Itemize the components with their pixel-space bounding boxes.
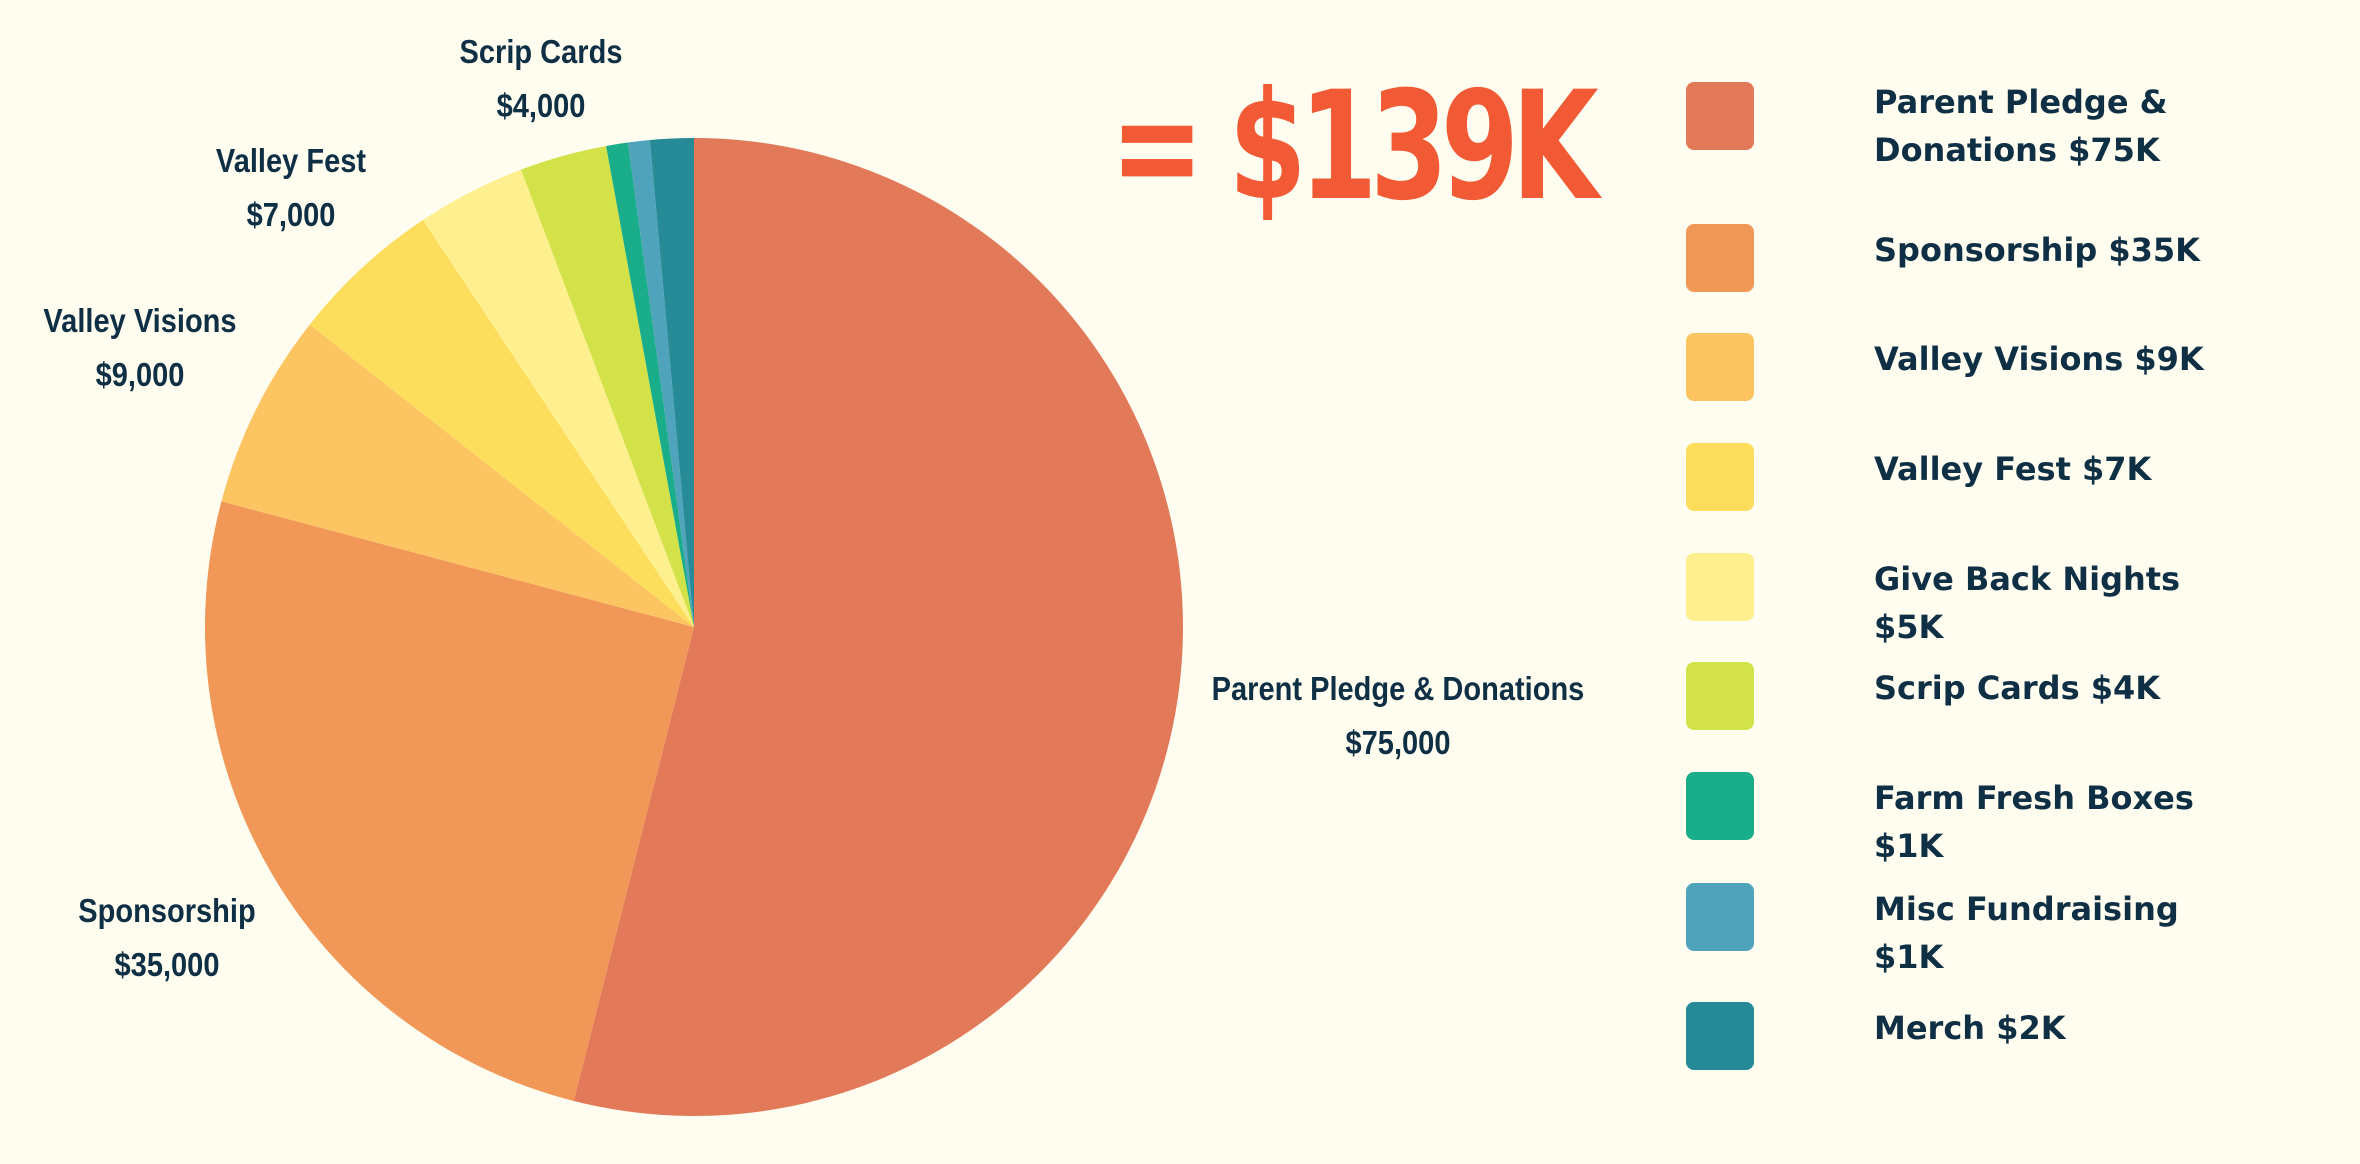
slice-value-sponsorship: $35,000 bbox=[115, 946, 220, 983]
legend-item-parent-pledge-and-donations-75k: Parent Pledge & Donations $75K bbox=[1686, 82, 2346, 174]
legend-swatch bbox=[1686, 443, 1754, 511]
legend-item-misc-fundraising-1k: Misc Fundraising $1K bbox=[1686, 883, 2346, 981]
slice-label-parent-pledge-and-donations: Parent Pledge & Donations bbox=[1212, 670, 1585, 707]
legend-item-give-back-nights-5k: Give Back Nights $5K bbox=[1686, 553, 2346, 651]
slice-label-sponsorship: Sponsorship bbox=[78, 892, 255, 929]
slice-label-valley-visions: Valley Visions bbox=[43, 302, 236, 339]
slice-label-valley-fest: Valley Fest bbox=[216, 142, 366, 179]
total-amount: = $139K bbox=[1110, 60, 1599, 234]
legend-label: Give Back Nights $5K bbox=[1874, 560, 2181, 646]
legend-item-farm-fresh-boxes-1k: Farm Fresh Boxes $1K bbox=[1686, 772, 2346, 870]
pie-slice-merch bbox=[649, 138, 694, 627]
legend-item-sponsorship-35k: Sponsorship $35K bbox=[1686, 224, 2346, 292]
pie-slice-parent-pledge-and-donations bbox=[573, 138, 1184, 1116]
legend-swatch bbox=[1686, 662, 1754, 730]
legend-label: Valley Fest $7K bbox=[1874, 450, 2152, 488]
slice-value-valley-visions: $9,000 bbox=[96, 356, 185, 393]
legend-label: Misc Fundraising $1K bbox=[1874, 890, 2179, 976]
legend-swatch bbox=[1686, 1002, 1754, 1070]
legend-item-scrip-cards-4k: Scrip Cards $4K bbox=[1686, 662, 2346, 730]
pie-chart: Parent Pledge & Donations $75,000 Sponsors… bbox=[43, 33, 1585, 1116]
pie-slice-scrip-cards bbox=[520, 145, 694, 627]
legend: Parent Pledge & Donations $75K Sponsorshi… bbox=[1686, 0, 2346, 1164]
slice-value-scrip-cards: $4,000 bbox=[497, 87, 586, 124]
legend-item-valley-visions-9k: Valley Visions $9K bbox=[1686, 333, 2346, 401]
legend-label: Valley Visions $9K bbox=[1874, 340, 2204, 378]
legend-label: Scrip Cards $4K bbox=[1874, 669, 2161, 707]
slice-value-valley-fest: $7,000 bbox=[247, 196, 336, 233]
slice-value-parent-pledge-and-donations: $75,000 bbox=[1346, 724, 1451, 761]
legend-label: Parent Pledge & Donations $75K bbox=[1874, 83, 2168, 169]
legend-swatch bbox=[1686, 224, 1754, 292]
legend-label: Farm Fresh Boxes $1K bbox=[1874, 779, 2194, 865]
legend-swatch bbox=[1686, 553, 1754, 621]
pie-slice-valley-fest bbox=[309, 220, 694, 627]
legend-swatch bbox=[1686, 82, 1754, 150]
legend-swatch bbox=[1686, 772, 1754, 840]
pie-slice-sponsorship bbox=[204, 501, 694, 1101]
pie-slice-valley-visions bbox=[221, 324, 694, 627]
legend-label: Merch $2K bbox=[1874, 1009, 2066, 1047]
legend-item-merch-2k: Merch $2K bbox=[1686, 1002, 2346, 1070]
pie-slice-give-back-nights bbox=[422, 169, 694, 627]
legend-swatch bbox=[1686, 883, 1754, 951]
legend-swatch bbox=[1686, 333, 1754, 401]
legend-item-valley-fest-7k: Valley Fest $7K bbox=[1686, 443, 2346, 511]
pie-slice-farm-fresh-boxes bbox=[606, 142, 694, 627]
slice-label-scrip-cards: Scrip Cards bbox=[460, 33, 623, 70]
legend-label: Sponsorship $35K bbox=[1874, 231, 2200, 269]
pie-slice-misc-fundraising bbox=[627, 139, 694, 627]
